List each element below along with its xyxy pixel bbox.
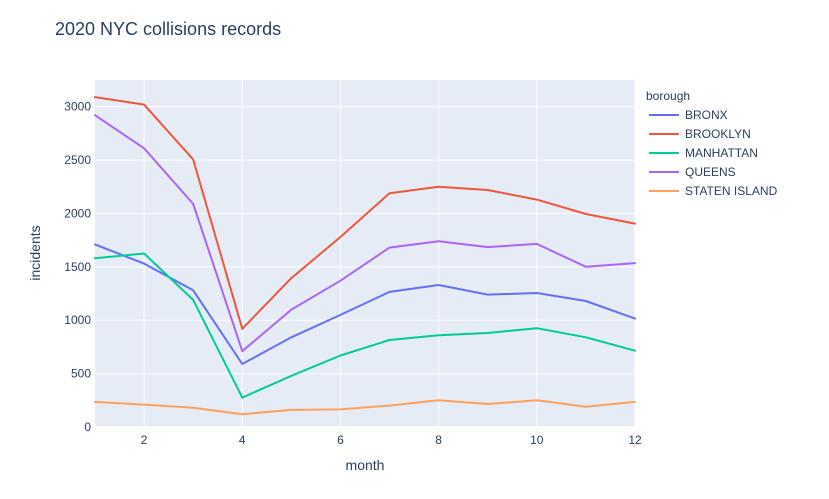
y-axis-title: incidents [27, 225, 43, 280]
legend-label: MANHATTAN [685, 146, 758, 160]
chart-title: 2020 NYC collisions records [55, 19, 281, 39]
y-tick-label: 1500 [64, 260, 91, 274]
series-line-bronx [94, 243, 636, 365]
legend-label: QUEENS [685, 165, 736, 179]
x-tick-label: 2 [141, 433, 148, 447]
legend-label: BROOKLYN [685, 127, 751, 141]
legend-item-staten-island[interactable]: STATEN ISLAND [649, 184, 778, 198]
y-tick-label: 0 [84, 420, 91, 434]
x-tick-label: 10 [530, 433, 544, 447]
x-tick-label: 6 [337, 433, 344, 447]
legend-item-brooklyn[interactable]: BROOKLYN [649, 127, 751, 141]
legend-label: STATEN ISLAND [685, 184, 778, 198]
tick-labels: 2 4 6 8 10 12 0 500 1000 1500 2000 2500 3000 [64, 100, 642, 447]
y-tick-label: 2500 [64, 153, 91, 167]
x-tick-label: 12 [628, 433, 642, 447]
series-line-queens [94, 114, 636, 353]
legend-title: borough [646, 89, 690, 103]
legend-item-queens[interactable]: QUEENS [649, 165, 736, 179]
legend: borough BRONX BROOKLYN MANHATTAN QUEENS STAT… [646, 89, 778, 198]
y-tick-label: 500 [71, 367, 91, 381]
y-tick-label: 2000 [64, 206, 91, 220]
x-tick-label: 8 [435, 433, 442, 447]
series-line-brooklyn [94, 96, 636, 330]
grid-lines [95, 80, 636, 428]
series-lines [94, 96, 636, 416]
plot-area [95, 80, 635, 427]
x-tick-label: 4 [239, 433, 246, 447]
series-line-manhattan [94, 252, 636, 399]
series-line-staten-island [94, 399, 636, 416]
legend-item-bronx[interactable]: BRONX [649, 108, 728, 122]
x-axis-title: month [346, 457, 385, 473]
legend-items: BRONX BROOKLYN MANHATTAN QUEENS STATEN ISLAN… [649, 108, 778, 198]
y-tick-label: 1000 [64, 313, 91, 327]
y-tick-label: 3000 [64, 100, 91, 114]
legend-item-manhattan[interactable]: MANHATTAN [649, 146, 758, 160]
legend-label: BRONX [685, 108, 728, 122]
